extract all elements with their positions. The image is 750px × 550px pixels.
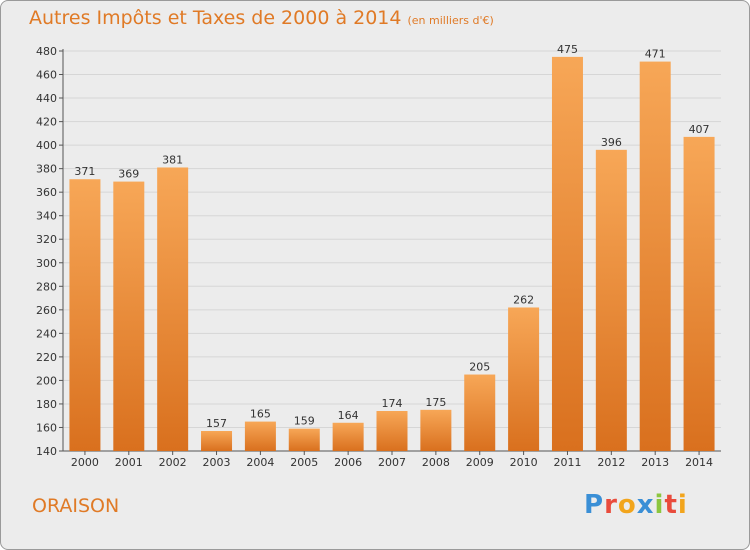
data-label: 369 xyxy=(118,168,139,181)
data-labels: 371 369 381 157 165 159 164 174 175 205 262 475 396 4… xyxy=(74,43,709,430)
data-label: 407 xyxy=(689,123,710,136)
logo-letter: x xyxy=(636,490,655,520)
y-tick-label: 140 xyxy=(36,445,57,458)
x-tick-label: 2012 xyxy=(597,456,625,469)
y-tick-labels: 140 160 180 200 220 240 260 280 300 320 340 360 380 4… xyxy=(36,45,57,458)
data-label: 471 xyxy=(645,48,666,61)
x-tick-label: 2001 xyxy=(115,456,143,469)
bar xyxy=(244,421,276,451)
y-tick-label: 380 xyxy=(36,163,57,176)
x-tick-labels: 2000 2001 2002 2003 2004 2005 2006 2007 2008 2009… xyxy=(71,456,713,469)
data-label: 164 xyxy=(338,409,359,422)
bar xyxy=(683,136,715,451)
y-tick-label: 240 xyxy=(36,327,57,340)
town-name: ORAISON xyxy=(32,495,120,517)
data-label: 159 xyxy=(294,415,315,428)
x-tick-label: 2007 xyxy=(378,456,406,469)
x-tick-label: 2011 xyxy=(553,456,581,469)
y-tick-label: 360 xyxy=(36,186,57,199)
bar xyxy=(595,149,627,451)
bar xyxy=(201,431,233,451)
data-label: 174 xyxy=(382,397,403,410)
data-label: 165 xyxy=(250,408,271,421)
bar xyxy=(69,179,101,451)
bar xyxy=(288,428,320,451)
logo-letter: t xyxy=(664,490,678,520)
data-label: 396 xyxy=(601,136,622,149)
data-label: 371 xyxy=(74,165,95,178)
logo-letter: o xyxy=(617,490,637,520)
proxiti-logo[interactable]: Proxiti xyxy=(584,490,688,520)
y-tick-label: 320 xyxy=(36,233,57,246)
x-tick-label: 2006 xyxy=(334,456,362,469)
logo-letter: r xyxy=(604,490,618,520)
data-label: 175 xyxy=(425,396,446,409)
bar xyxy=(508,307,540,451)
bar xyxy=(332,422,364,451)
y-tick-label: 280 xyxy=(36,280,57,293)
bar xyxy=(551,56,583,451)
chart-title-text: Autres Impôts et Taxes de 2000 à 2014 xyxy=(29,7,402,29)
x-tick-label: 2008 xyxy=(422,456,450,469)
data-label: 381 xyxy=(162,153,183,166)
x-tick-label: 2013 xyxy=(641,456,669,469)
chart-unit: (en milliers d'€) xyxy=(407,14,494,27)
y-tick-label: 160 xyxy=(36,421,57,434)
y-tick-label: 420 xyxy=(36,116,57,129)
y-tick-label: 180 xyxy=(36,398,57,411)
bar xyxy=(639,61,671,452)
logo-letter: i xyxy=(654,490,665,520)
data-label: 475 xyxy=(557,43,578,56)
bars xyxy=(69,56,715,452)
data-label: 157 xyxy=(206,417,227,430)
bar xyxy=(464,374,496,451)
x-tick-label: 2000 xyxy=(71,456,99,469)
y-tick-label: 340 xyxy=(36,210,57,223)
y-tick-label: 260 xyxy=(36,304,57,317)
y-tick-label: 200 xyxy=(36,374,57,387)
y-tick-label: 460 xyxy=(36,69,57,82)
x-tick-label: 2005 xyxy=(290,456,318,469)
bar xyxy=(113,181,145,451)
x-tick-label: 2009 xyxy=(466,456,494,469)
y-tick-label: 300 xyxy=(36,257,57,270)
y-tick-label: 400 xyxy=(36,139,57,152)
x-tick-label: 2002 xyxy=(159,456,187,469)
data-label: 205 xyxy=(469,361,490,374)
x-tick-label: 2014 xyxy=(685,456,713,469)
x-tick-label: 2004 xyxy=(246,456,274,469)
chart-title: Autres Impôts et Taxes de 2000 à 2014 (en… xyxy=(29,7,494,29)
y-tick-label: 220 xyxy=(36,351,57,364)
x-tick-label: 2010 xyxy=(510,456,538,469)
bar xyxy=(376,411,408,451)
y-tick-label: 480 xyxy=(36,45,57,58)
x-tick-label: 2003 xyxy=(203,456,231,469)
bar xyxy=(420,409,452,451)
logo-letter: P xyxy=(584,490,605,520)
data-label: 262 xyxy=(513,293,534,306)
logo-letter: i xyxy=(677,490,688,520)
bar xyxy=(157,167,189,451)
y-tick-label: 440 xyxy=(36,92,57,105)
